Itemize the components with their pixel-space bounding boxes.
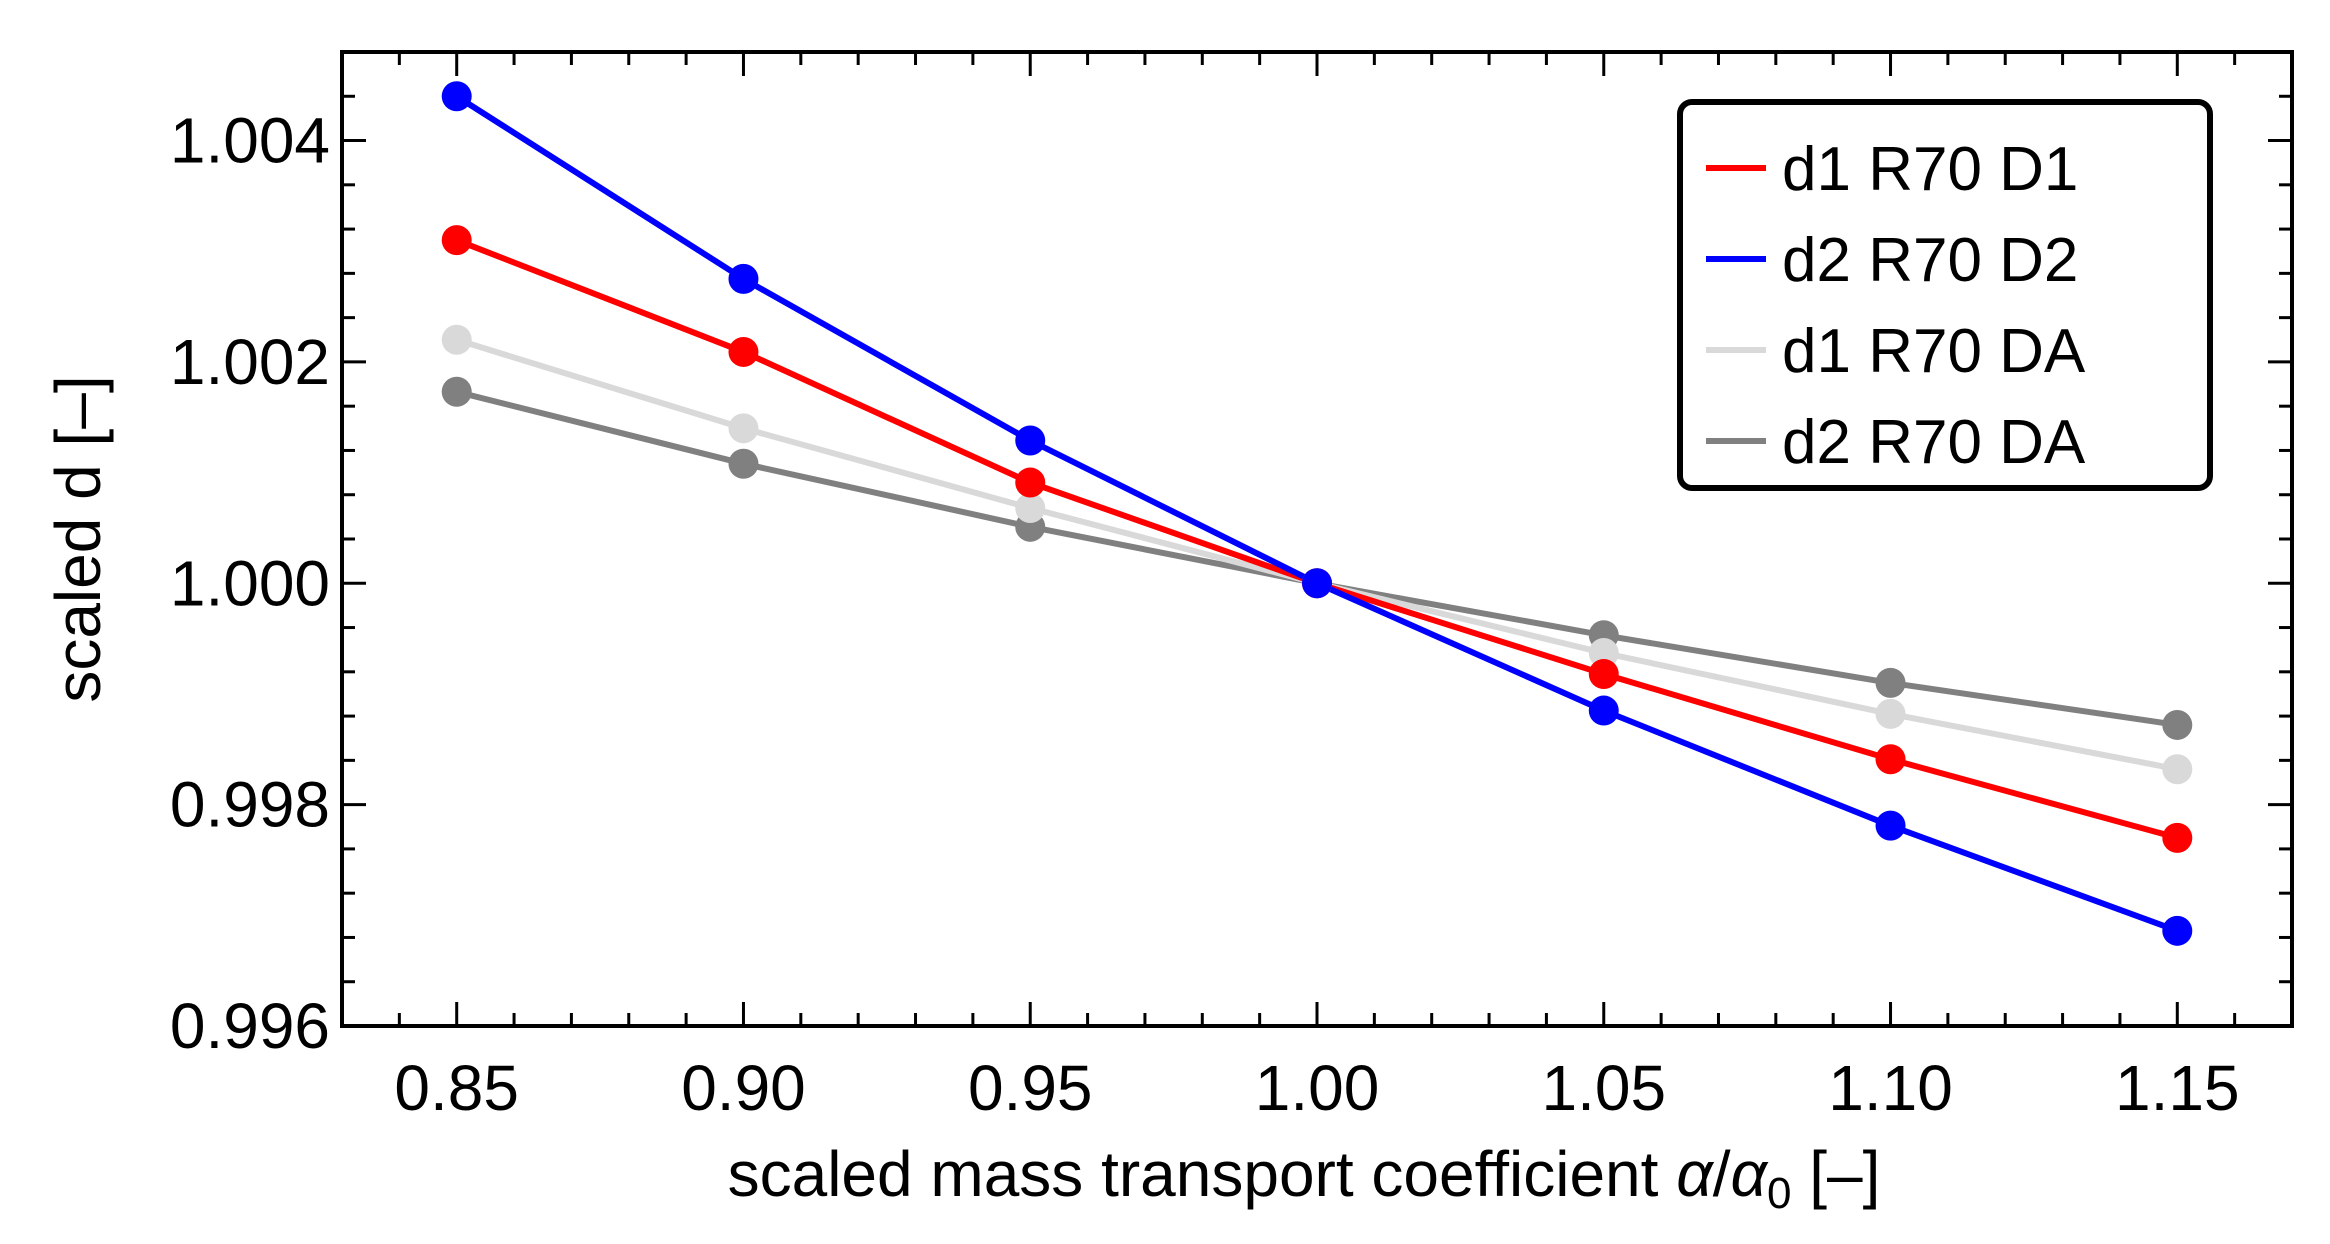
tick-labels: 0.85 0.90 0.95 1.00 1.05 1.10 1.15 0.996 0.998 1.… <box>170 105 2240 1124</box>
x-axis-title: scaled mass transport coefficient α/α0 [… <box>728 1138 1881 1218</box>
data-point <box>728 336 759 367</box>
legend-label: d1 R70 D1 <box>1782 135 2078 204</box>
x-tick-label: 1.00 <box>1255 1052 1380 1124</box>
x-tick-label: 1.10 <box>1828 1052 1953 1124</box>
y-tick-label: 1.002 <box>170 326 330 398</box>
data-point <box>1588 638 1619 669</box>
x-tick-label: 0.90 <box>681 1052 806 1124</box>
y-axis-title: scaled d [–] <box>42 375 114 702</box>
data-point <box>1302 568 1332 599</box>
x-axis-title-alpha: α <box>1676 1138 1714 1210</box>
series-points <box>441 81 2193 946</box>
x-tick-label: 0.85 <box>394 1052 519 1124</box>
x-tick-label: 1.15 <box>2115 1052 2240 1124</box>
x-tick-label: 0.95 <box>968 1052 1093 1124</box>
data-point <box>2162 709 2193 740</box>
x-axis-title-text: scaled mass transport coefficient <box>728 1138 1677 1210</box>
y-tick-label: 0.998 <box>170 769 330 841</box>
data-point <box>441 324 472 355</box>
y-tick-label: 0.996 <box>170 990 330 1062</box>
data-point <box>728 263 759 294</box>
data-point <box>2162 915 2193 946</box>
legend-box <box>1677 99 2213 491</box>
data-point <box>1875 810 1906 841</box>
data-point <box>1015 425 1046 456</box>
data-point <box>1875 667 1906 698</box>
data-point <box>441 376 472 407</box>
legend-label: d2 R70 DA <box>1782 408 2086 477</box>
axis-ticks <box>340 50 2292 1028</box>
data-point <box>441 225 472 256</box>
y-tick-label: 1.000 <box>170 547 330 619</box>
legend-entries: d1 R70 D1 d2 R70 D2 d1 R70 DA d2 R70 DA <box>1706 135 2086 477</box>
x-axis-title-unit: [–] <box>1791 1138 1880 1210</box>
legend-label: d1 R70 DA <box>1782 317 2086 386</box>
x-axis-title-subscript: 0 <box>1767 1169 1791 1218</box>
data-point <box>728 413 759 444</box>
legend: d1 R70 D1 d2 R70 D2 d1 R70 DA d2 R70 DA <box>1677 99 2213 491</box>
x-axis-title-sep: / <box>1713 1138 1731 1210</box>
data-point <box>1588 695 1619 726</box>
x-axis-title-alpha0: α <box>1730 1138 1768 1210</box>
data-point <box>1015 467 1046 498</box>
data-point <box>1015 493 1046 524</box>
legend-label: d2 R70 D2 <box>1782 226 2078 295</box>
data-point <box>1875 698 1906 729</box>
y-tick-label: 1.004 <box>170 105 330 177</box>
data-point <box>2162 822 2193 853</box>
data-point <box>441 81 472 112</box>
data-point <box>728 448 759 479</box>
x-tick-label: 1.05 <box>1541 1052 1666 1124</box>
data-point <box>1588 659 1619 690</box>
data-point <box>1875 744 1906 775</box>
data-point <box>2162 754 2193 785</box>
